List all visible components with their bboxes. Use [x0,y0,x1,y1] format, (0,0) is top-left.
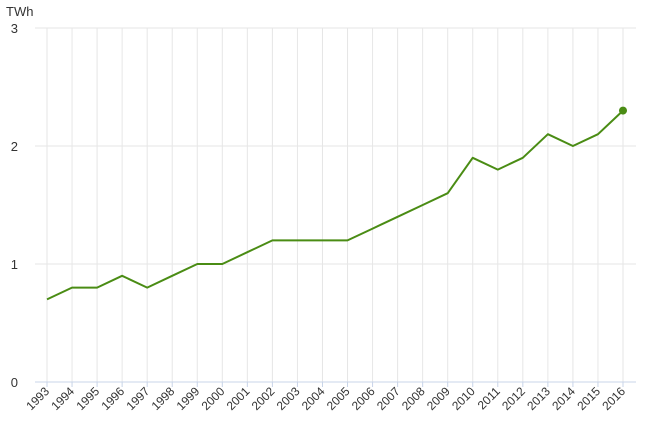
y-unit-label: TWh [6,4,34,19]
x-tick-label: 2008 [399,384,428,413]
x-tick-label: 2001 [224,384,253,413]
x-tick-label: 1994 [48,384,77,413]
x-tick-label: 2015 [574,384,603,413]
x-tick-label: 1999 [174,384,203,413]
y-tick-label: 2 [11,139,18,154]
x-tick-label: 1996 [98,384,127,413]
x-tick-label: 1997 [124,384,153,413]
y-tick-label: 0 [11,375,18,390]
x-tick-label: 2014 [549,384,578,413]
y-tick-label: 1 [11,257,18,272]
x-tick-label: 1998 [149,384,178,413]
x-tick-label: 1995 [73,384,102,413]
x-tick-label: 2005 [324,384,353,413]
x-tick-label: 2007 [374,384,403,413]
x-tick-label: 2003 [274,384,303,413]
x-tick-label: 2006 [349,384,378,413]
y-tick-label: 3 [11,21,18,36]
last-data-point [619,106,627,115]
x-tick-label: 2011 [475,384,503,412]
x-tick-label: 2010 [449,384,478,413]
x-tick-label: 2002 [249,384,278,413]
x-tick-label: 2012 [499,384,528,413]
x-tick-label: 2000 [199,384,228,413]
x-tick-label: 2009 [424,384,453,413]
x-tick-label: 2013 [524,384,553,413]
x-tick-label: 1993 [23,384,52,413]
series-line [46,109,624,301]
x-tick-label: 2004 [299,384,328,413]
x-tick-label: 2016 [599,384,628,413]
